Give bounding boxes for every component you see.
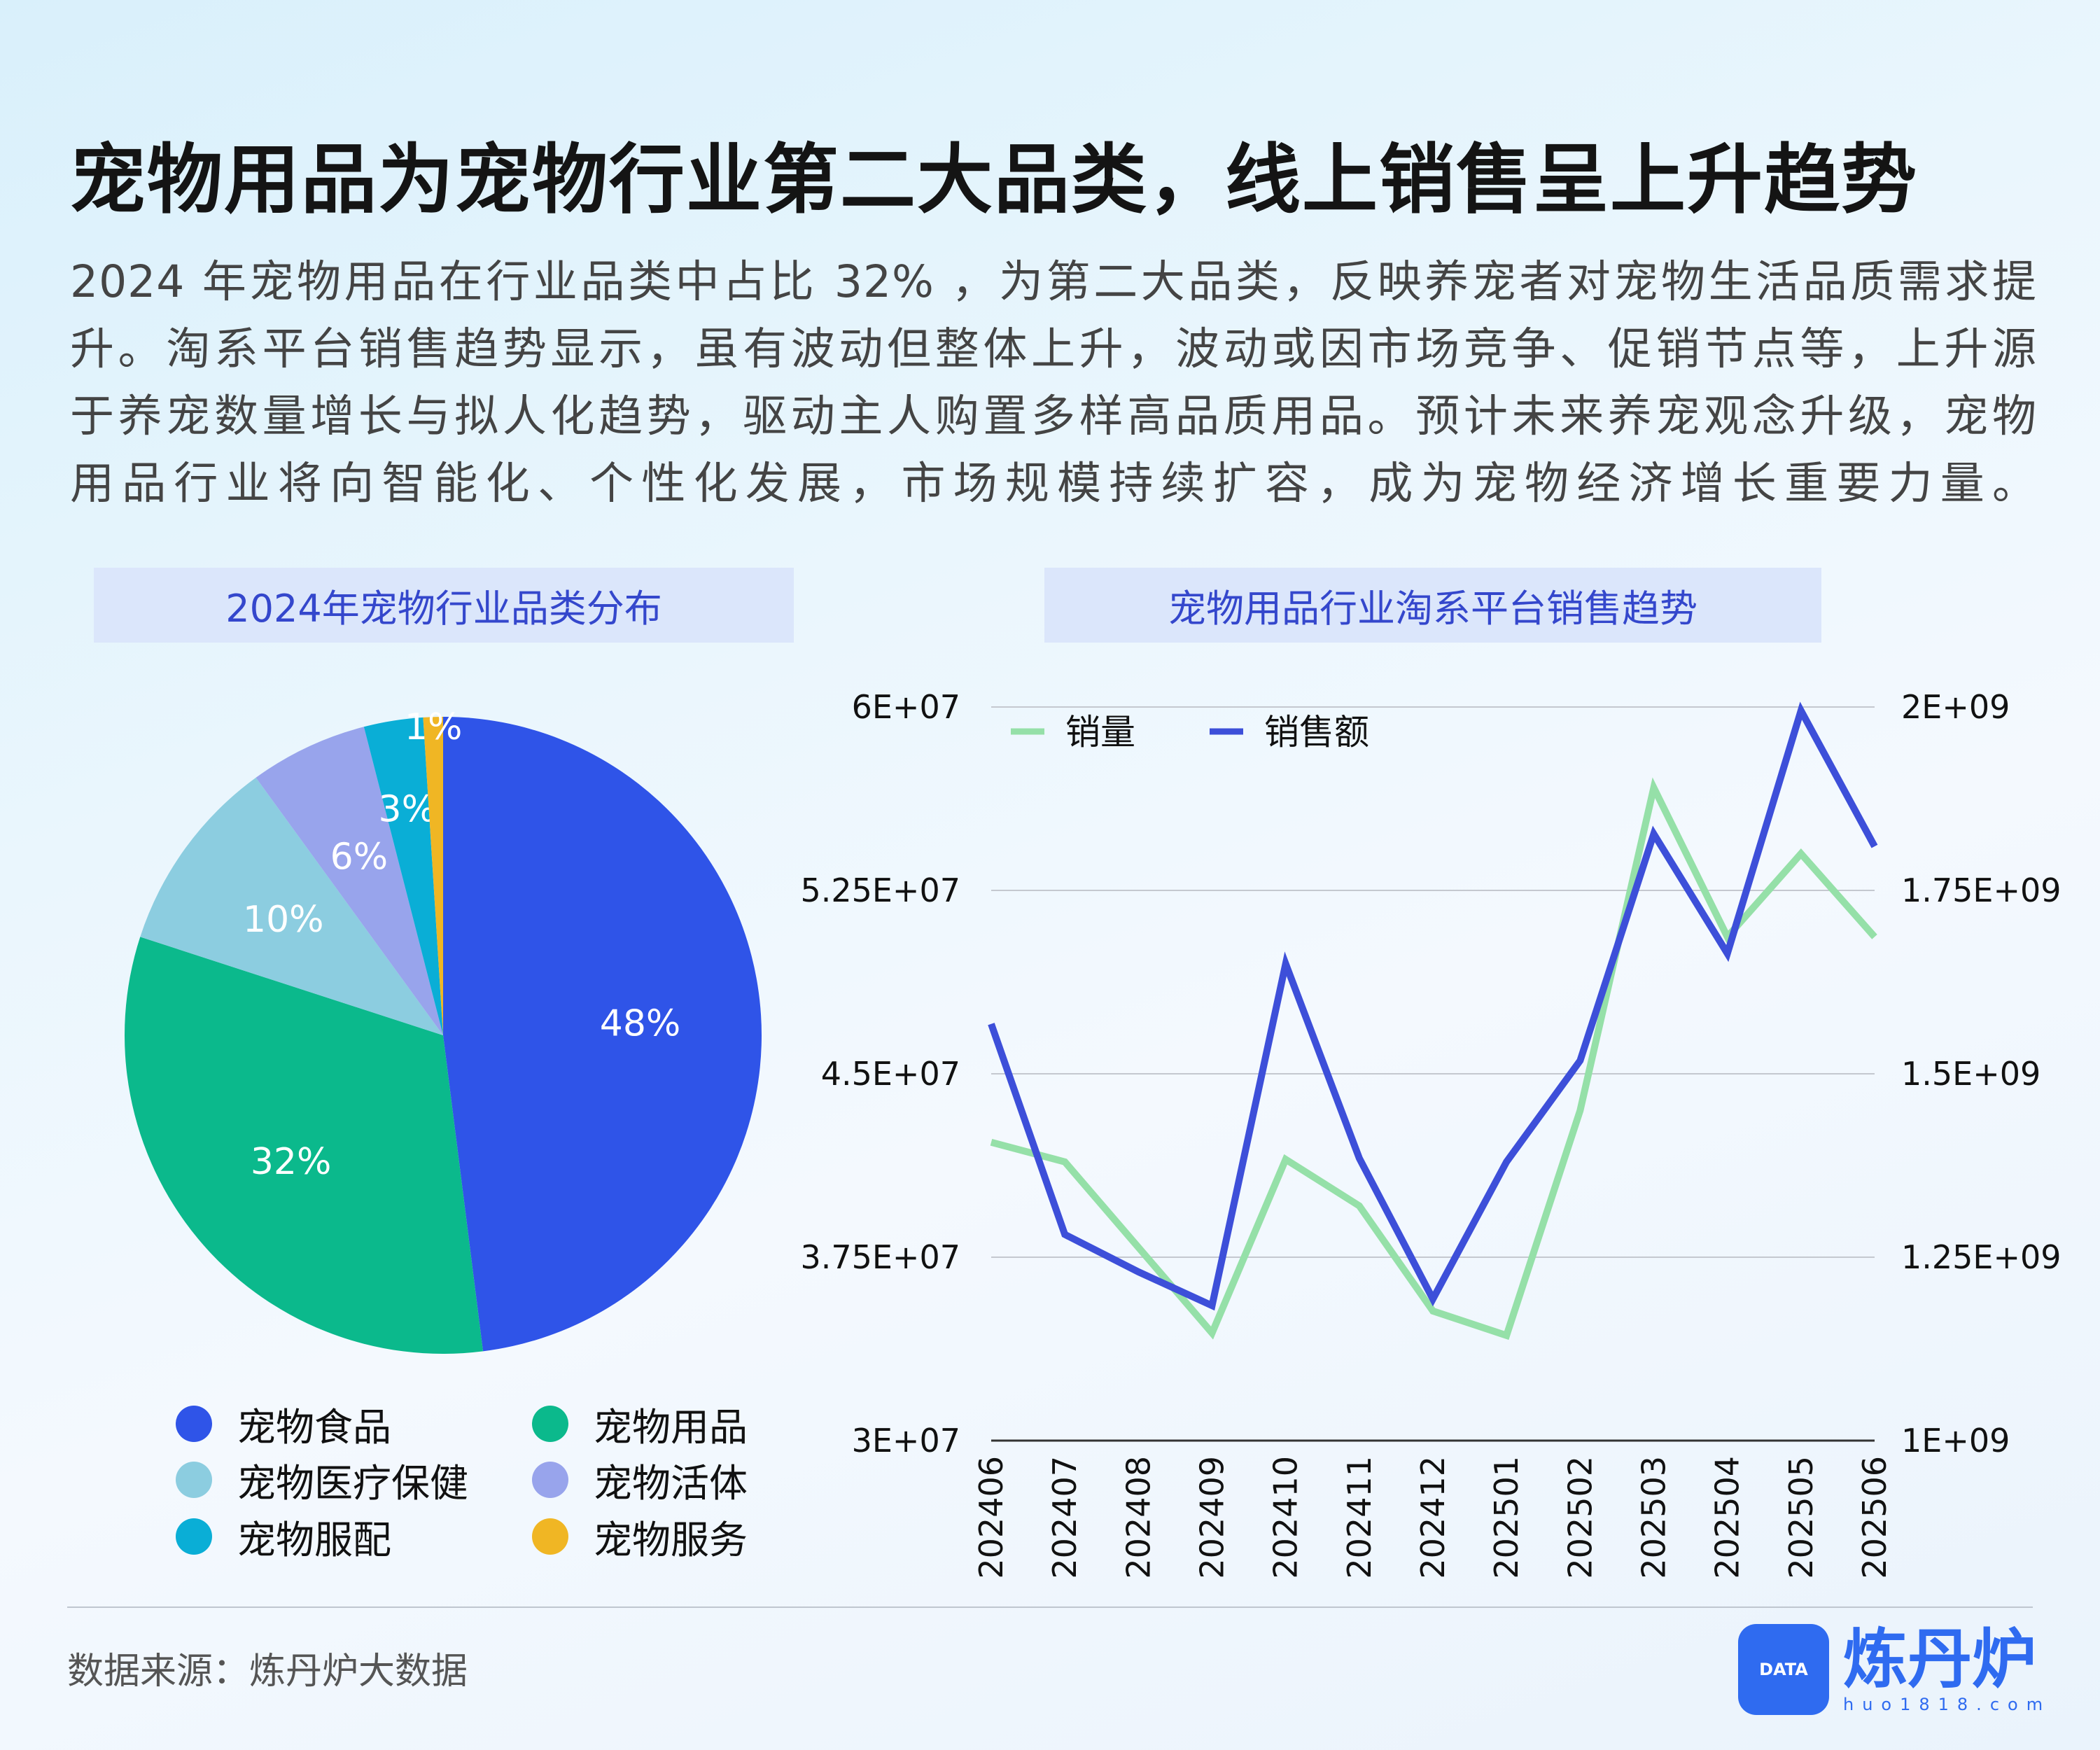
x-tick-label: 202411 — [1340, 1456, 1378, 1579]
data-source: 数据来源：炼丹炉大数据 — [67, 1651, 468, 1693]
x-tick-label: 202409 — [1194, 1456, 1231, 1579]
legend-item: 宠物活体 — [532, 1452, 748, 1508]
x-tick-label: 202506 — [1856, 1456, 1893, 1579]
pie-chart-title: 2024年宠物行业品类分布 — [94, 568, 794, 643]
summary-paragraph: 2024 年宠物用品在行业品类中占比 32% ，为第二大品类，反映养宠者对宠物生… — [70, 248, 2037, 517]
legend-label: 宠物医疗保健 — [237, 1461, 469, 1506]
pie-chart: 48% 32% 10%6% 3% 1% — [125, 706, 762, 1354]
legend-item: 宠物服配 — [176, 1508, 391, 1564]
x-tick-label: 202505 — [1782, 1456, 1820, 1579]
legend-label: 宠物食品 — [237, 1405, 392, 1450]
legend-label: 宠物活体 — [594, 1461, 748, 1506]
logo-badge-icon: DATA — [1738, 1624, 1829, 1715]
paragraph-line: 于养宠数量增长与拟人化趋势，驱动主人购置多样高品质用品。预计未来养宠观念升级，宠… — [70, 391, 2037, 442]
x-tick-label: 202407 — [1046, 1456, 1084, 1579]
pie-slice — [423, 717, 443, 1035]
pie-data-label: 48% — [600, 1002, 681, 1044]
pie-data-label: 32% — [251, 1141, 332, 1183]
legend-item: 宠物医疗保健 — [176, 1452, 468, 1508]
series-line-revenue — [988, 701, 1878, 1311]
x-tick-label: 202408 — [1119, 1456, 1157, 1579]
pie-slice — [255, 727, 443, 1035]
line-chart-title: 宠物用品行业淘系平台销售趋势 — [1044, 568, 1821, 643]
legend-label: 宠物用品 — [594, 1405, 748, 1450]
pie-slice — [125, 937, 484, 1354]
legend-label: 宠物服务 — [594, 1518, 748, 1562]
logo-name: 炼丹炉 — [1843, 1622, 2037, 1697]
legend-swatch-icon — [532, 1406, 568, 1442]
x-tick-label: 202406 — [972, 1456, 1010, 1579]
logo-url: huo1818.com — [1843, 1695, 2052, 1714]
pie-slice — [140, 777, 443, 1035]
x-tick-label: 202412 — [1414, 1456, 1452, 1579]
page-title: 宠物用品为宠物行业第二大品类，线上销售呈上升趋势 — [70, 136, 1919, 224]
y-right-tick-label: 2E+09 — [1901, 688, 2010, 726]
y-right-tick-label: 1.25E+09 — [1901, 1238, 2062, 1276]
series-line-volume — [990, 777, 1877, 1340]
legend-swatch-icon — [532, 1462, 568, 1498]
legend-item: 宠物食品 — [176, 1396, 391, 1452]
line-chart: 3E+07 1E+09 3.75E+07 1.25E+09 4.5E+07 1.5E+09… — [800, 688, 2062, 1579]
legend-item: 宠物服务 — [532, 1508, 748, 1564]
legend-label: 宠物服配 — [237, 1518, 392, 1562]
y-right-tick-label: 1.5E+09 — [1901, 1055, 2040, 1093]
legend-swatch-icon — [532, 1518, 568, 1555]
y-left-tick-label: 5.25E+07 — [800, 872, 960, 909]
legend-item: 宠物用品 — [532, 1396, 748, 1452]
legend-label: 销量 — [1065, 712, 1135, 752]
x-tick-label: 202501 — [1488, 1456, 1525, 1579]
paragraph-line: 用品行业将向智能化、个性化发展，市场规模持续扩容，成为宠物经济增长重要力量。 — [70, 458, 2037, 509]
y-right-tick-label: 1E+09 — [1901, 1422, 2010, 1460]
x-tick-label: 202410 — [1267, 1456, 1305, 1579]
y-left-tick-label: 4.5E+07 — [821, 1055, 960, 1093]
paragraph-line: 2024 年宠物用品在行业品类中占比 32% ，为第二大品类，反映养宠者对宠物生… — [70, 256, 2037, 307]
legend-swatch-icon — [176, 1518, 212, 1555]
pie-slice — [443, 717, 762, 1352]
x-tick-label: 202502 — [1561, 1456, 1599, 1579]
paragraph-line: 升。淘系平台销售趋势显示，虽有波动但整体上升，波动或因市场竞争、促销节点等，上升… — [70, 323, 2037, 374]
footer-divider — [67, 1606, 2033, 1608]
legend-label: 销售额 — [1264, 712, 1369, 752]
pie-data-label: 1% — [405, 706, 463, 748]
y-left-tick-label: 6E+07 — [852, 688, 960, 726]
legend-swatch-icon — [176, 1462, 212, 1498]
y-left-tick-label: 3E+07 — [852, 1422, 960, 1460]
brand-logo: DATA 炼丹炉 huo1818.com — [1738, 1624, 2051, 1715]
x-tick-label: 202503 — [1635, 1456, 1673, 1579]
pie-data-label: 10% — [243, 899, 324, 941]
x-tick-label: 202504 — [1709, 1456, 1746, 1579]
pie-data-label: 3% — [379, 788, 437, 830]
y-left-tick-label: 3.75E+07 — [800, 1238, 960, 1276]
pie-data-label: 6% — [330, 836, 388, 878]
y-right-tick-label: 1.75E+09 — [1901, 872, 2062, 909]
pie-slice — [363, 717, 443, 1035]
legend-swatch-icon — [176, 1406, 212, 1442]
